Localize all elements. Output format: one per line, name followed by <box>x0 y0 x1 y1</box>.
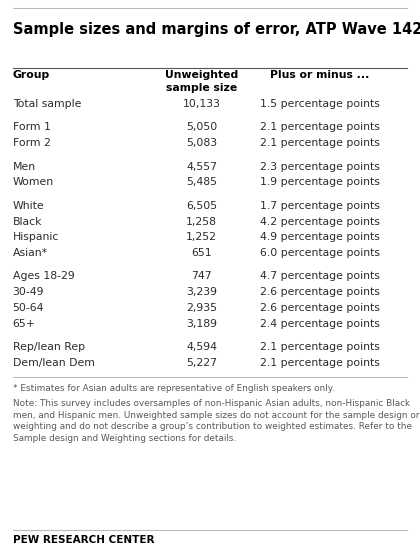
Text: Women: Women <box>13 177 54 187</box>
Text: 5,050: 5,050 <box>186 123 217 132</box>
Text: 4,594: 4,594 <box>186 342 217 352</box>
Text: Asian*: Asian* <box>13 248 47 258</box>
Text: 1,252: 1,252 <box>186 232 217 242</box>
Text: Sample sizes and margins of error, ATP Wave 142: Sample sizes and margins of error, ATP W… <box>13 22 420 37</box>
Text: 747: 747 <box>191 271 212 281</box>
Text: 4,557: 4,557 <box>186 162 217 171</box>
Text: PEW RESEARCH CENTER: PEW RESEARCH CENTER <box>13 535 154 545</box>
Text: Hispanic: Hispanic <box>13 232 59 242</box>
Text: 5,227: 5,227 <box>186 358 217 368</box>
Text: Rep/lean Rep: Rep/lean Rep <box>13 342 85 352</box>
Text: 2.3 percentage points: 2.3 percentage points <box>260 162 380 171</box>
Text: 2.6 percentage points: 2.6 percentage points <box>260 303 380 313</box>
Text: 5,485: 5,485 <box>186 177 217 187</box>
Text: 2.1 percentage points: 2.1 percentage points <box>260 123 380 132</box>
Text: 2.1 percentage points: 2.1 percentage points <box>260 358 380 368</box>
Text: 651: 651 <box>191 248 212 258</box>
Text: Form 2: Form 2 <box>13 138 50 148</box>
Text: Black: Black <box>13 217 42 227</box>
Text: 1.7 percentage points: 1.7 percentage points <box>260 200 380 210</box>
Text: 4.2 percentage points: 4.2 percentage points <box>260 217 380 227</box>
Text: 1,258: 1,258 <box>186 217 217 227</box>
Text: Plus or minus ...: Plus or minus ... <box>270 70 369 80</box>
Text: Group: Group <box>13 70 50 80</box>
Text: * Estimates for Asian adults are representative of English speakers only.: * Estimates for Asian adults are represe… <box>13 384 334 393</box>
Text: 6,505: 6,505 <box>186 200 217 210</box>
Text: 2.4 percentage points: 2.4 percentage points <box>260 319 380 329</box>
Text: 1.9 percentage points: 1.9 percentage points <box>260 177 380 187</box>
Text: Total sample: Total sample <box>13 99 81 109</box>
Text: 50-64: 50-64 <box>13 303 44 313</box>
Text: 4.7 percentage points: 4.7 percentage points <box>260 271 380 281</box>
Text: 1.5 percentage points: 1.5 percentage points <box>260 99 380 109</box>
Text: 65+: 65+ <box>13 319 35 329</box>
Text: 3,239: 3,239 <box>186 287 217 297</box>
Text: Men: Men <box>13 162 36 171</box>
Text: Form 1: Form 1 <box>13 123 50 132</box>
Text: Note: This survey includes oversamples of non-Hispanic Asian adults, non-Hispani: Note: This survey includes oversamples o… <box>13 400 419 442</box>
Text: 2.1 percentage points: 2.1 percentage points <box>260 138 380 148</box>
Text: White: White <box>13 200 44 210</box>
Text: 30-49: 30-49 <box>13 287 44 297</box>
Text: 2.1 percentage points: 2.1 percentage points <box>260 342 380 352</box>
Text: 4.9 percentage points: 4.9 percentage points <box>260 232 380 242</box>
Text: 10,133: 10,133 <box>183 99 220 109</box>
Text: Dem/lean Dem: Dem/lean Dem <box>13 358 94 368</box>
Text: 3,189: 3,189 <box>186 319 217 329</box>
Text: 2.6 percentage points: 2.6 percentage points <box>260 287 380 297</box>
Text: 6.0 percentage points: 6.0 percentage points <box>260 248 381 258</box>
Text: Unweighted
sample size: Unweighted sample size <box>165 70 238 93</box>
Text: Ages 18-29: Ages 18-29 <box>13 271 74 281</box>
Text: 5,083: 5,083 <box>186 138 217 148</box>
Text: 2,935: 2,935 <box>186 303 217 313</box>
